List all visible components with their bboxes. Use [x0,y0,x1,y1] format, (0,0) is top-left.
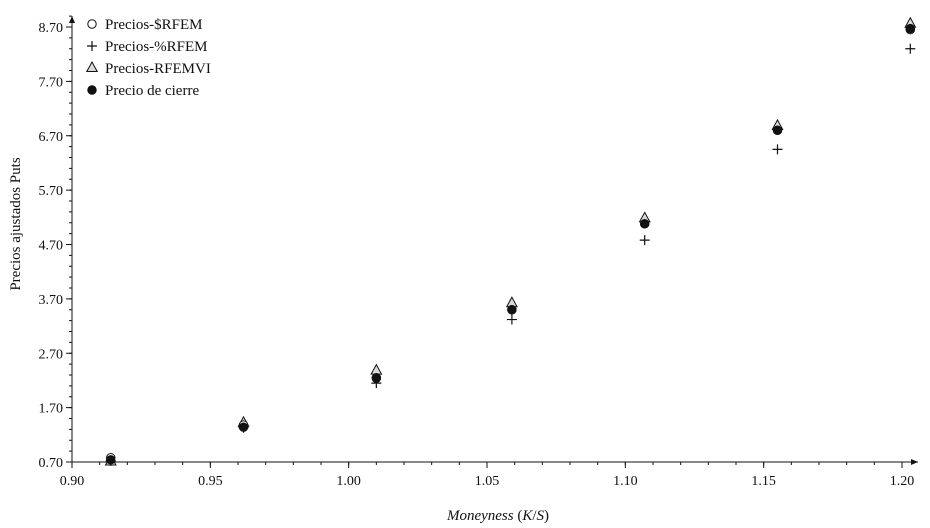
series-4 [106,23,915,465]
triangle-icon [85,60,99,72]
series-1 [106,25,915,463]
y-tick-label: 0.70 [39,456,64,471]
y-axis-title: Precios ajustados Puts [8,157,24,290]
x-tick-label: 0.90 [60,474,85,489]
legend-label: Precios-%RFEM [105,39,208,55]
x-axis-arrow-icon [911,459,918,465]
data-point [905,23,915,34]
axes: 0.90 0.95 1.00 1.05 1.10 1.15 1.20 0.70 1.70 2.70… [39,15,918,489]
y-tick-label: 5.70 [39,184,64,199]
y-tick-label: 7.70 [39,75,64,90]
y-tick-label: 6.70 [39,130,64,145]
legend: Precios-$RFEM Precios-%RFEM Precios-RFEMVI… [85,17,211,99]
x-axis-title: Moneyness (K/S) [446,508,549,524]
data-point [772,144,783,155]
x-tick-label: 1.10 [613,474,638,489]
data-point [238,422,249,432]
series-2 [105,43,916,466]
data-point [370,363,383,375]
y-tick-label: 8.70 [39,21,64,36]
open-circle-icon [87,19,97,29]
x-tick-label: 1.00 [336,474,361,489]
x-tick-label: 0.95 [198,474,223,489]
legend-label: Precios-RFEMVI [105,61,211,77]
y-tick-label: 1.70 [39,402,64,417]
legend-label: Precios-$RFEM [105,17,203,33]
plus-icon [87,41,97,51]
data-point [371,373,382,383]
y-tick-label: 2.70 [39,347,64,362]
series-3 [104,16,917,466]
x-tick-label: 1.05 [475,474,500,489]
data-point [639,235,650,246]
y-tick-label: 3.70 [39,293,64,308]
x-tick-label: 1.15 [751,474,776,489]
plot-marks [104,16,917,466]
filled-circle-icon [87,85,97,95]
x-tick-label: 1.20 [890,474,915,489]
y-tick-label: 4.70 [39,239,64,254]
legend-label: Precio de cierre [105,83,199,99]
data-point [506,314,517,325]
data-point [507,305,517,315]
data-point [772,125,783,136]
data-point [106,455,116,465]
y-axis-arrow-icon [69,16,75,23]
data-point [905,43,916,54]
data-point [640,219,650,229]
